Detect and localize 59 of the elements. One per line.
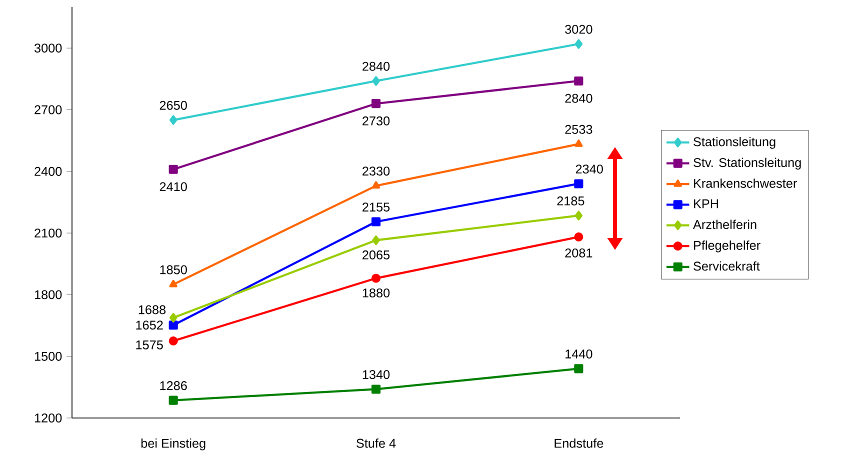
legend-label: Stv. Stationsleitung: [694, 158, 801, 170]
data-label: 1440: [566, 350, 592, 358]
point: [168, 336, 178, 346]
y-tick-label: 1800: [34, 290, 62, 300]
point: [574, 364, 584, 374]
point: [371, 274, 381, 283]
point: [574, 210, 583, 220]
y-tick-label: 2400: [34, 166, 62, 176]
data-label: 1286: [160, 381, 187, 390]
data-label: 1575: [136, 340, 163, 350]
point: [169, 312, 178, 323]
data-label: 2065: [362, 250, 390, 260]
y-tick-label: 1500: [34, 352, 62, 361]
data-label: 1652: [136, 320, 163, 330]
legend-label: Pflegehelfer: [694, 240, 760, 252]
data-label: 2730: [362, 116, 390, 126]
point: [574, 232, 584, 242]
point: [372, 235, 380, 246]
point: [168, 396, 178, 405]
point: [574, 179, 584, 188]
y-tick-label: 1200: [34, 414, 62, 422]
point: [168, 320, 178, 330]
data-label: 2185: [557, 196, 584, 206]
point: [169, 115, 178, 125]
legend-label: KPH: [694, 199, 718, 208]
data-label: 2081: [565, 248, 592, 258]
data-label: 2330: [362, 166, 390, 176]
point: [372, 181, 380, 189]
data-label: 2840: [362, 62, 390, 71]
data-label: 1340: [362, 370, 390, 380]
data-label: 1850: [160, 265, 187, 274]
point: [574, 76, 584, 86]
data-label: 2840: [565, 94, 592, 103]
legend-label: Stationsleitung: [694, 136, 776, 149]
point: [372, 76, 380, 86]
data-label: 1688: [138, 305, 166, 314]
point: [574, 140, 583, 147]
y-tick-label: 2700: [34, 105, 62, 114]
point: [371, 384, 381, 394]
point: [168, 164, 178, 174]
x-tick-label: Endstufe: [554, 438, 604, 448]
x-tick-label: bei Einstieg: [141, 438, 206, 450]
legend-label: Arzthelferin: [693, 220, 756, 230]
data-label: 3020: [565, 24, 592, 34]
legend-label: Servicekraft: [694, 261, 760, 271]
data-label: 2410: [160, 182, 187, 192]
data-label: 2650: [160, 100, 187, 110]
data-label: 2533: [565, 124, 592, 134]
legend-label: Krankenschwester: [694, 178, 797, 188]
data-label: 1880: [362, 288, 390, 298]
data-label: 2340: [576, 164, 603, 174]
point: [169, 280, 178, 288]
y-tick-label: 3000: [34, 44, 62, 53]
y-tick-label: 2100: [34, 228, 62, 238]
x-tick-label: Stufe 4: [356, 438, 396, 448]
point: [574, 39, 583, 49]
point: [371, 217, 381, 226]
point: [371, 99, 381, 108]
data-label: 2155: [362, 202, 390, 212]
